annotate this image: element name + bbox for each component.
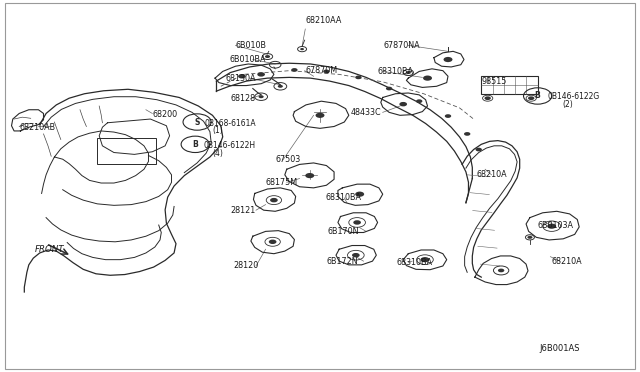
Circle shape — [278, 85, 283, 88]
Text: 68210A: 68210A — [477, 170, 508, 179]
Text: 28121: 28121 — [230, 206, 255, 215]
Circle shape — [464, 132, 470, 136]
Circle shape — [547, 224, 556, 229]
Circle shape — [353, 220, 361, 225]
Text: 0B146-6122H: 0B146-6122H — [204, 141, 255, 150]
Text: 68175M: 68175M — [266, 178, 298, 187]
Circle shape — [316, 113, 324, 118]
Text: 68310BA: 68310BA — [397, 258, 433, 267]
Text: 0B146-6122G: 0B146-6122G — [547, 92, 600, 101]
Text: (1): (1) — [212, 126, 223, 135]
Text: (2): (2) — [562, 100, 573, 109]
Circle shape — [355, 76, 362, 79]
Text: FRONT: FRONT — [35, 246, 65, 254]
Text: 67870M: 67870M — [306, 66, 338, 75]
Text: 67503: 67503 — [275, 155, 300, 164]
Circle shape — [399, 102, 407, 106]
Text: (4): (4) — [212, 149, 223, 158]
Text: 98515: 98515 — [481, 77, 507, 86]
Circle shape — [416, 99, 422, 103]
Circle shape — [445, 114, 451, 118]
Circle shape — [300, 48, 304, 50]
Text: 6B010BA: 6B010BA — [229, 55, 266, 64]
Circle shape — [323, 70, 330, 73]
Circle shape — [265, 55, 270, 58]
Text: 68210A: 68210A — [552, 257, 582, 266]
Text: 6B172N: 6B172N — [326, 257, 358, 266]
Text: 68210AA: 68210AA — [306, 16, 342, 25]
Circle shape — [528, 96, 534, 100]
Circle shape — [257, 72, 265, 77]
Circle shape — [269, 240, 276, 244]
Circle shape — [305, 173, 314, 178]
Circle shape — [291, 68, 298, 72]
Text: 6B170N: 6B170N — [328, 227, 359, 236]
Text: 68128: 68128 — [230, 94, 255, 103]
Circle shape — [527, 236, 532, 239]
Text: 68130A: 68130A — [225, 74, 256, 83]
Text: 28120: 28120 — [234, 262, 259, 270]
Circle shape — [259, 95, 264, 98]
Text: 68200: 68200 — [152, 110, 177, 119]
Text: 6B0103A: 6B0103A — [538, 221, 573, 230]
Text: 48433C: 48433C — [351, 108, 381, 117]
Circle shape — [423, 76, 432, 81]
Circle shape — [238, 74, 246, 78]
Circle shape — [386, 87, 392, 90]
Circle shape — [270, 198, 278, 202]
Circle shape — [476, 148, 482, 151]
Circle shape — [484, 96, 491, 100]
Text: 0B168-6161A: 0B168-6161A — [205, 119, 257, 128]
Text: B: B — [535, 92, 540, 100]
Text: 68210AB: 68210AB — [19, 123, 55, 132]
Circle shape — [355, 192, 364, 197]
Text: 6B010B: 6B010B — [236, 41, 266, 50]
Circle shape — [498, 269, 504, 272]
Text: 67870NA: 67870NA — [384, 41, 420, 50]
Text: 68310BA: 68310BA — [378, 67, 413, 76]
Text: J6B001AS: J6B001AS — [539, 344, 579, 353]
Circle shape — [406, 71, 411, 74]
Circle shape — [420, 257, 429, 262]
Text: 68310BA: 68310BA — [325, 193, 361, 202]
Text: B: B — [193, 140, 198, 149]
Text: S: S — [195, 118, 200, 126]
Circle shape — [444, 57, 452, 62]
Circle shape — [352, 253, 360, 257]
